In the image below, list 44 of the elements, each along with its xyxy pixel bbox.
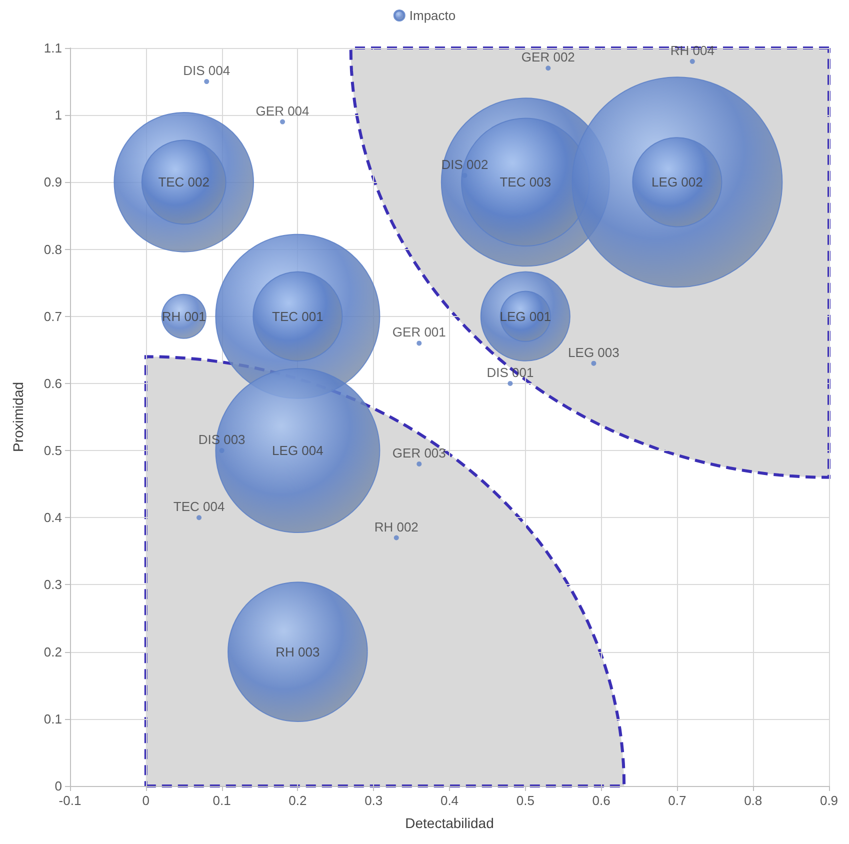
data-label: TEC 001 bbox=[272, 308, 324, 324]
x-tick-label: 0.2 bbox=[288, 793, 307, 808]
data-label: RH 001 bbox=[162, 308, 206, 324]
y-tick-label: 1.1 bbox=[44, 40, 62, 56]
data-label: RH 003 bbox=[276, 644, 320, 660]
y-tick-label: 0.1 bbox=[44, 711, 62, 726]
data-label: TEC 003 bbox=[500, 174, 552, 190]
x-tick-label: 0.4 bbox=[440, 793, 459, 808]
data-label: DIS 001 bbox=[486, 364, 534, 380]
x-tick-label: 0.1 bbox=[212, 793, 231, 808]
data-label: LEG 004 bbox=[272, 443, 324, 458]
data-label: LEG 003 bbox=[568, 344, 620, 360]
y-tick-label: 1 bbox=[54, 108, 62, 123]
data-label: GER 003 bbox=[392, 445, 446, 460]
x-tick-label: 0.5 bbox=[516, 793, 534, 808]
data-label: TEC 002 bbox=[158, 174, 210, 190]
y-tick-label: 0.6 bbox=[44, 376, 62, 391]
x-tick-label: 0.3 bbox=[364, 793, 383, 808]
y-tick-label: 0.5 bbox=[44, 443, 62, 458]
y-tick-label: 0.4 bbox=[44, 510, 62, 526]
data-label: TEC 004 bbox=[173, 499, 225, 514]
y-tick-label: 0.9 bbox=[44, 174, 62, 190]
data-label: GER 002 bbox=[521, 50, 575, 65]
y-tick-label: 0.3 bbox=[44, 577, 62, 592]
data-label: RH 002 bbox=[374, 519, 418, 534]
x-tick-label: 0.6 bbox=[592, 793, 610, 808]
x-tick-label: 0.7 bbox=[668, 793, 686, 808]
y-tick-label: 0.8 bbox=[44, 242, 62, 257]
x-tick-label: 0.9 bbox=[820, 793, 838, 808]
data-label: LEG 002 bbox=[652, 174, 703, 190]
x-tick-label: 0 bbox=[142, 793, 150, 808]
y-tick-label: 0.7 bbox=[44, 308, 62, 324]
y-axis-title: Proximidad bbox=[10, 382, 26, 452]
y-tick-label: 0 bbox=[54, 778, 62, 794]
x-tick-label: -0.1 bbox=[58, 793, 82, 808]
data-label: LEG 001 bbox=[500, 308, 552, 324]
data-label: GER 004 bbox=[256, 103, 310, 118]
y-tick-label: 0.2 bbox=[44, 644, 62, 660]
data-label: DIS 002 bbox=[441, 156, 488, 172]
data-label: GER 001 bbox=[392, 324, 446, 340]
legend-label: Impacto bbox=[409, 8, 456, 23]
data-label: DIS 004 bbox=[183, 63, 230, 78]
x-axis-title: Detectabilidad bbox=[405, 815, 494, 831]
x-tick-label: 0.8 bbox=[744, 793, 762, 808]
